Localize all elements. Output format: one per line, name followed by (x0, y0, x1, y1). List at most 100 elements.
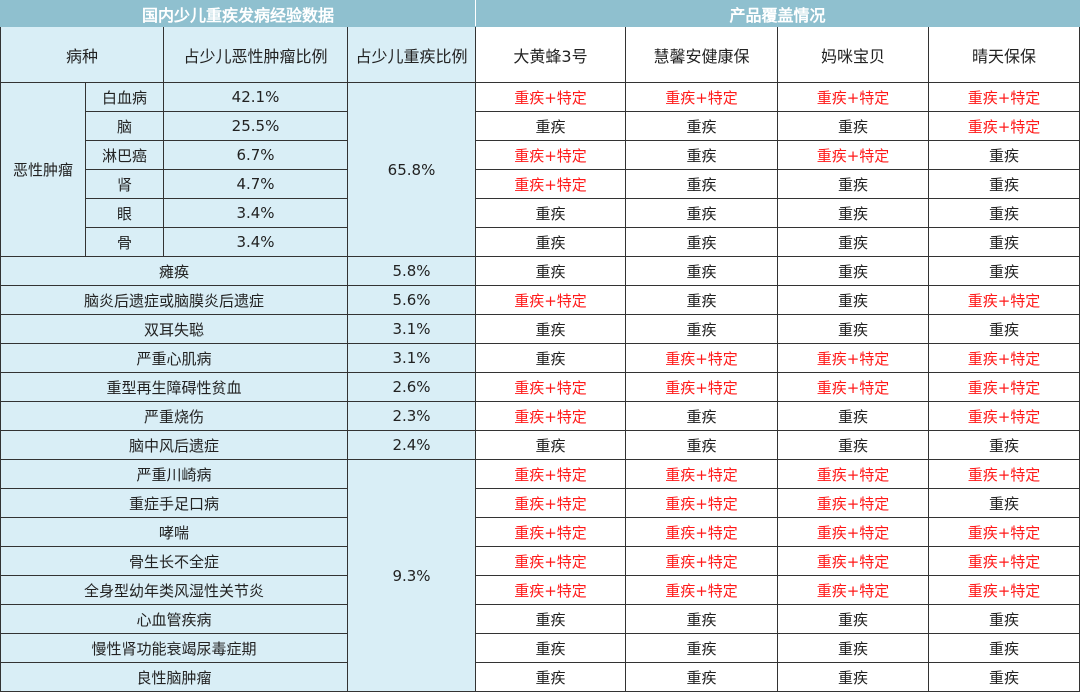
tumor-ratio: 3.4% (163, 227, 348, 257)
table-row: 骨生长不全症 重疾+特定 重疾+特定 重疾+特定 重疾+特定 (0, 546, 1080, 576)
table-row: 脑炎后遗症或脑膜炎后遗症 5.6% 重疾+特定 重疾 重疾 重疾+特定 (0, 285, 1080, 315)
coverage-cell: 重疾+特定 (777, 517, 930, 547)
coverage-cell: 重疾 (777, 314, 930, 344)
coverage-cell: 重疾+特定 (777, 546, 930, 576)
ci-ratio: 3.1% (346, 343, 477, 373)
header-ci-ratio: 占少儿重疾比例 (346, 26, 477, 83)
section-title-incidence: 国内少儿重疾发病经验数据 (0, 0, 477, 27)
header-product-huixinan: 慧馨安健康保 (625, 26, 779, 83)
coverage-cell: 重疾+特定 (928, 459, 1080, 489)
coverage-cell: 重疾 (625, 604, 779, 634)
coverage-cell: 重疾+特定 (475, 82, 627, 112)
disease-name: 骨 (85, 227, 164, 257)
table-row: 脑 25.5% 重疾 重疾 重疾 重疾+特定 (1, 111, 1080, 141)
coverage-cell: 重疾+特定 (777, 140, 930, 170)
disease-name: 脑炎后遗症或脑膜炎后遗症 (0, 285, 348, 315)
ci-ratio: 2.3% (346, 401, 477, 431)
table-row: 哮喘 重疾+特定 重疾+特定 重疾+特定 重疾+特定 (0, 517, 1080, 547)
coverage-cell: 重疾 (475, 314, 627, 344)
disease-name: 全身型幼年类风湿性关节炎 (0, 575, 348, 605)
disease-name: 心血管疾病 (0, 604, 348, 634)
tumor-ratio: 42.1% (163, 82, 348, 112)
coverage-cell: 重疾 (928, 488, 1080, 518)
coverage-cell: 重疾+特定 (475, 285, 627, 315)
coverage-cell: 重疾 (777, 227, 930, 257)
disease-name: 严重川崎病 (0, 459, 348, 489)
header-product-mamibaobei: 妈咪宝贝 (777, 26, 930, 83)
coverage-cell: 重疾 (475, 662, 627, 692)
coverage-cell: 重疾 (625, 662, 779, 692)
header-tumor-ratio: 占少儿恶性肿瘤比例 (163, 26, 348, 83)
coverage-cell: 重疾+特定 (625, 546, 779, 576)
disease-name: 严重烧伤 (0, 401, 348, 431)
coverage-cell: 重疾 (625, 227, 779, 257)
coverage-cell: 重疾 (928, 430, 1080, 460)
disease-name: 白血病 (85, 82, 164, 112)
coverage-cell: 重疾 (928, 314, 1080, 344)
table-row: 恶性肿瘤 白血病 42.1% 65.8% 重疾+特定 重疾+特定 重疾+特定 重疾+特定 (0, 82, 1080, 257)
table-row: 严重烧伤 2.3% 重疾+特定 重疾 重疾 重疾+特定 (0, 401, 1080, 431)
coverage-cell: 重疾+特定 (475, 401, 627, 431)
coverage-cell: 重疾 (928, 633, 1080, 663)
coverage-cell: 重疾 (777, 256, 930, 286)
table-row: 淋巴癌 6.7% 重疾+特定 重疾 重疾+特定 重疾 (1, 140, 1080, 170)
table-row: 重型再生障碍性贫血 2.6% 重疾+特定 重疾+特定 重疾+特定 重疾+特定 (0, 372, 1080, 402)
header-product-qingtianbaobao: 晴天保保 (928, 26, 1080, 83)
coverage-cell: 重疾 (777, 662, 930, 692)
header-disease: 病种 (0, 26, 164, 83)
table-row: 全身型幼年类风湿性关节炎 重疾+特定 重疾+特定 重疾+特定 重疾+特定 (0, 575, 1080, 605)
table-row: 骨 3.4% 重疾 重疾 重疾 重疾 (1, 227, 1080, 257)
disease-name: 骨生长不全症 (0, 546, 348, 576)
coverage-cell: 重疾 (625, 314, 779, 344)
coverage-cell: 重疾 (475, 111, 627, 141)
coverage-cell: 重疾+特定 (928, 546, 1080, 576)
coverage-cell: 重疾 (777, 169, 930, 199)
coverage-cell: 重疾+特定 (625, 517, 779, 547)
coverage-cell: 重疾 (928, 169, 1080, 199)
disease-name: 淋巴癌 (85, 140, 164, 170)
ci-ratio: 9.3% (346, 459, 477, 692)
coverage-cell: 重疾+特定 (625, 488, 779, 518)
disease-name: 眼 (85, 198, 164, 228)
coverage-cell: 重疾 (625, 633, 779, 663)
disease-name: 脑 (85, 111, 164, 141)
disease-name: 重症手足口病 (0, 488, 348, 518)
coverage-cell: 重疾 (475, 198, 627, 228)
coverage-cell: 重疾 (777, 285, 930, 315)
table-row: 严重心肌病 3.1% 重疾 重疾+特定 重疾+特定 重疾+特定 (0, 343, 1080, 373)
disease-name: 脑中风后遗症 (0, 430, 348, 460)
coverage-cell: 重疾 (777, 633, 930, 663)
coverage-cell: 重疾+特定 (928, 517, 1080, 547)
coverage-cell: 重疾 (928, 662, 1080, 692)
coverage-cell: 重疾 (625, 285, 779, 315)
header-product-dahuangfeng: 大黄蜂3号 (475, 26, 627, 83)
table-row: 双耳失聪 3.1% 重疾 重疾 重疾 重疾 (0, 314, 1080, 344)
coverage-cell: 重疾+特定 (777, 459, 930, 489)
tumor-ratio: 6.7% (163, 140, 348, 170)
coverage-cell: 重疾+特定 (928, 82, 1080, 112)
coverage-cell: 重疾+特定 (777, 343, 930, 373)
coverage-cell: 重疾+特定 (777, 575, 930, 605)
coverage-cell: 重疾 (625, 198, 779, 228)
table-row: 脑中风后遗症 2.4% 重疾 重疾 重疾 重疾 (0, 430, 1080, 460)
coverage-cell: 重疾 (777, 198, 930, 228)
table-row: 严重川崎病 9.3% 重疾+特定 重疾+特定 重疾+特定 重疾+特定 (0, 459, 1080, 692)
coverage-cell: 重疾+特定 (475, 372, 627, 402)
ci-ratio: 2.4% (346, 430, 477, 460)
coverage-cell: 重疾 (928, 140, 1080, 170)
coverage-cell: 重疾+特定 (475, 517, 627, 547)
coverage-cell: 重疾 (475, 343, 627, 373)
ci-ratio: 2.6% (346, 372, 477, 402)
disease-name: 瘫痪 (0, 256, 348, 286)
tumor-ratio: 3.4% (163, 198, 348, 228)
coverage-cell: 重疾+特定 (928, 401, 1080, 431)
coverage-cell: 重疾+特定 (928, 343, 1080, 373)
tumor-ratio: 4.7% (163, 169, 348, 199)
coverage-cell: 重疾+特定 (777, 372, 930, 402)
coverage-cell: 重疾 (928, 256, 1080, 286)
coverage-cell: 重疾 (777, 111, 930, 141)
coverage-cell: 重疾 (625, 401, 779, 431)
coverage-cell: 重疾 (777, 430, 930, 460)
coverage-cell: 重疾+特定 (928, 285, 1080, 315)
disease-name: 肾 (85, 169, 164, 199)
